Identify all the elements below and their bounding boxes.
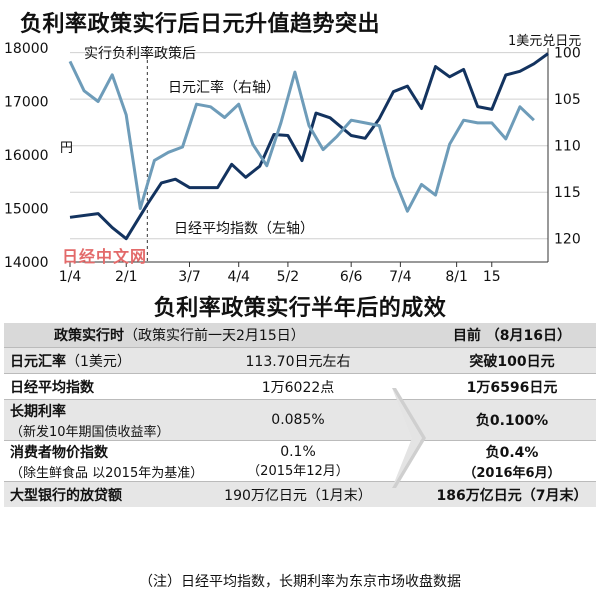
x-tick-label: 7/4 [389,269,412,285]
nikkei-line [68,60,535,213]
nikkei-series-label: 日经平均指数（左轴） [174,221,314,237]
right-tick-label: 105 [554,92,581,108]
row-label: 大型银行的放贷额 [10,487,122,504]
chart-title: 负利率政策实行后日元升值趋势突出 [20,12,381,37]
row-before: 0.085% [271,412,325,428]
row-before: 113.70日元左右 [245,353,351,370]
row-label-text: 消费者物价指数 [10,444,108,461]
row-now: 186万亿日元（7月末） [436,487,588,504]
x-tick-label: 3/7 [178,269,201,285]
header-policy-time: 政策实行时（政策实行前一天2月15日） [4,323,388,348]
chart-area: 1/4 2/1 3/7 4/4 5/2 6/6 7/4 8/1 15 14000 15000 160… [4,41,581,285]
yen-rate-line [69,52,549,241]
left-tick-label: 14000 [4,255,49,271]
row-label-note: （新发10年期国债收益率） [10,424,170,440]
x-tick-label: 5/2 [277,269,300,285]
row-before-note: （2015年12月） [247,463,349,479]
x-tick-label: 4/4 [227,269,250,285]
right-axis-unit: 1美元兑日元 [508,34,582,49]
right-tick-label: 110 [554,139,581,155]
left-tick-label: 15000 [4,202,49,218]
header-spacer [388,323,428,348]
row-now: 负0.100% [475,413,549,429]
row-before: 0.1% （2015年12月） [208,441,388,482]
left-tick-label: 17000 [4,95,49,111]
header-now: 目前 （8月16日） [452,328,572,344]
table-header-row: 政策实行时（政策实行前一天2月15日） 目前 （8月16日） [4,323,596,348]
grid-layer [70,52,548,240]
right-tick-label: 115 [554,185,581,201]
row-now: 负0.4% （2016年6月） [428,441,596,482]
x-axis: 1/4 2/1 3/7 4/4 5/2 6/6 7/4 8/1 15 [59,48,549,285]
comparison-table: 政策实行时（政策实行前一天2月15日） 目前 （8月16日） 日元汇率（1美元）… [4,323,596,507]
table-row: 大型银行的放贷额 190万亿日元（1月末） 186万亿日元（7月末） [4,481,596,507]
row-now: 1万6596日元 [466,379,558,396]
x-tick-label: 15 [483,269,501,285]
left-axis-unit: 円 [60,141,74,156]
row-spacer [388,348,428,374]
row-label-note: （除生鲜食品 以2015年为基准） [10,465,204,481]
right-tick-label: 120 [554,232,581,248]
row-label: 日经平均指数 [10,379,94,396]
row-label: 长期利率 （新发10年期国债收益率） [4,400,208,441]
x-tick-label: 2/1 [115,269,138,285]
right-axis-ticks: 100 105 110 115 120 [554,46,581,248]
right-tick-label: 100 [554,46,581,62]
table-row: 消费者物价指数 （除生鲜食品 以2015年为基准） 0.1% （2015年12月） … [4,440,596,482]
table-row: 日经平均指数 1万6022点 1万6596日元 [4,373,596,400]
footnote: （注）日经平均指数，长期利率为东京市场收盘数据 [139,574,461,590]
row-label-note: （1美元） [66,353,131,370]
table-title: 负利率政策实行半年后的成效 [153,296,447,321]
row-label-text: 长期利率 [10,403,66,420]
series-layer [68,52,549,241]
row-before: 190万亿日元（1月末） [224,487,372,504]
policy-annotation: 实行负利率政策后 [84,46,196,62]
header-policy-time-note: （政策实行前一天2月15日） [124,328,305,344]
table-row: 长期利率 （新发10年期国债收益率） 0.085% 负0.100% [4,399,596,441]
table-row: 日元汇率（1美元） 113.70日元左右 突破100日元 [4,347,596,374]
row-label: 消费者物价指数 （除生鲜食品 以2015年为基准） [4,441,208,482]
row-now: 突破100日元 [469,353,555,370]
watermark-logo: 日经中文网 [62,247,148,266]
row-now-note: （2016年6月） [463,465,561,481]
header-policy-time-label: 政策实行时 [54,328,124,344]
row-label: 日元汇率（1美元） [4,348,208,374]
row-before-text: 0.1% [280,443,316,460]
left-tick-label: 18000 [4,41,49,57]
x-tick-label: 8/1 [445,269,468,285]
row-before: 1万6022点 [261,379,335,396]
left-tick-label: 16000 [4,148,49,164]
yen-series-label: 日元汇率（右轴） [168,80,280,96]
left-axis-ticks: 14000 15000 16000 17000 18000 [4,41,49,271]
chevron-right-icon [392,388,426,488]
x-tick-label: 6/6 [340,269,363,285]
x-tick-label: 1/4 [59,269,82,285]
row-now-text: 负0.4% [485,444,539,461]
row-label-text: 日元汇率 [10,353,66,370]
